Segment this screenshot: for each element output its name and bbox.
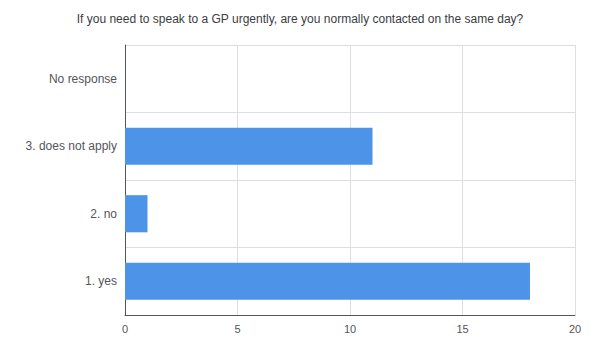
- svg-text:3. does not apply: 3. does not apply: [26, 139, 117, 153]
- svg-text:If you need to speak to a GP u: If you need to speak to a GP urgently, a…: [77, 12, 524, 26]
- svg-text:20: 20: [569, 323, 581, 335]
- svg-text:0: 0: [122, 323, 128, 335]
- svg-text:10: 10: [344, 323, 356, 335]
- svg-text:15: 15: [456, 323, 468, 335]
- svg-text:No response: No response: [49, 72, 117, 86]
- svg-text:1. yes: 1. yes: [85, 274, 117, 288]
- svg-text:5: 5: [234, 323, 240, 335]
- svg-text:2. no: 2. no: [90, 207, 117, 221]
